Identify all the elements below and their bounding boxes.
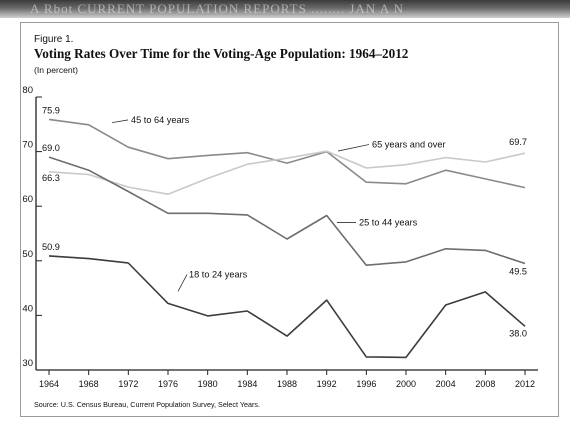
start-value-label: 75.9: [42, 105, 60, 115]
annotation-leader: [337, 144, 370, 152]
annotation-leader: [111, 119, 129, 124]
x-tick-label: 2012: [515, 379, 535, 389]
x-tick-label: 1968: [79, 379, 99, 389]
page-header-text: A Rbot CURRENT POPULATION REPORTS ......…: [30, 1, 405, 16]
end-value-label: 69.7: [509, 137, 527, 147]
source-note: Source: U.S. Census Bureau, Current Popu…: [34, 400, 260, 409]
start-value-label: 69.0: [42, 143, 60, 153]
y-tick-label: 40: [22, 303, 33, 314]
start-value-label: 66.3: [42, 173, 60, 183]
figure-frame: [20, 22, 559, 417]
series-name-label: 18 to 24 years: [189, 269, 248, 279]
y-tick-label: 70: [22, 140, 33, 151]
page-header-strip: A Rbot CURRENT POPULATION REPORTS ......…: [0, 0, 570, 18]
chart-title: Voting Rates Over Time for the Voting-Ag…: [34, 46, 409, 61]
y-tick-label: 30: [22, 358, 33, 369]
x-tick-label: 1980: [198, 379, 218, 389]
x-tick-label: 1996: [356, 379, 376, 389]
annotation-leader: [177, 274, 188, 292]
series-name-label: 25 to 44 years: [359, 218, 418, 228]
y-tick-label: 80: [22, 85, 33, 96]
y-tick-label: 50: [22, 249, 33, 260]
x-tick-label: 2000: [396, 379, 416, 389]
x-tick-label: 2008: [475, 379, 495, 389]
x-tick-label: 1984: [237, 379, 257, 389]
x-tick-label: 1988: [277, 379, 297, 389]
end-value-label: 38.0: [509, 328, 527, 338]
x-tick-label: 1972: [118, 379, 138, 389]
series-line-45-to-64-years: [48, 118, 526, 189]
y-axis-unit-label: (In percent): [34, 65, 78, 75]
series-name-label: 65 years and over: [372, 140, 446, 150]
start-value-label: 50.9: [42, 242, 60, 252]
series-line-25-to-44-years: [48, 156, 526, 266]
x-tick-label: 1976: [158, 379, 178, 389]
series-name-label: 45 to 64 years: [131, 115, 190, 125]
figure-label: Figure 1.: [34, 34, 74, 45]
series-line-65-years-and-over: [48, 150, 526, 195]
x-tick-label: 1992: [317, 379, 337, 389]
series-line-18-to-24-years: [48, 255, 526, 359]
x-tick-label: 1964: [39, 379, 59, 389]
y-tick-label: 60: [22, 194, 33, 205]
x-tick-label: 2004: [436, 379, 456, 389]
end-value-label: 49.5: [509, 267, 527, 277]
